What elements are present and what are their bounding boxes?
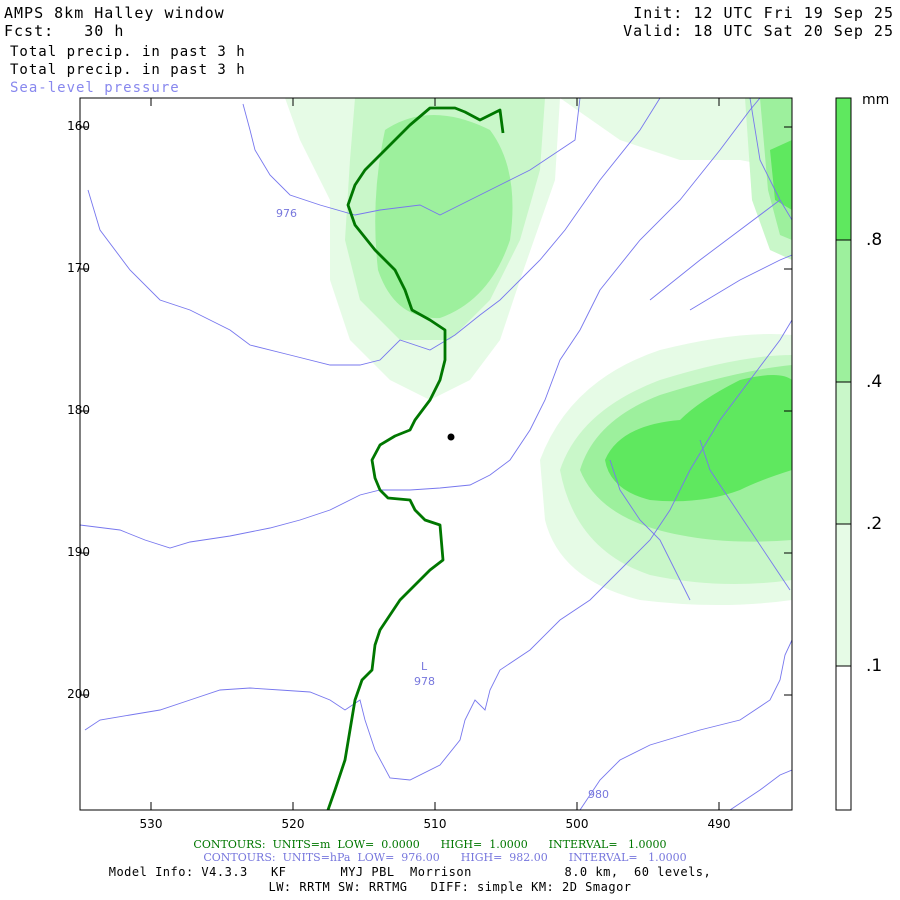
isobar-line <box>84 319 792 781</box>
coastline-line <box>326 106 505 810</box>
isobars <box>80 98 792 810</box>
station-marker <box>447 433 455 441</box>
y-axis-ticks <box>80 98 792 810</box>
colorbar-swatch-2 <box>835 381 852 525</box>
coastline <box>326 106 505 810</box>
colorbar-unit: mm <box>862 92 890 108</box>
x-tick-label: 500 <box>565 817 589 831</box>
y-tick-label: 180 <box>67 403 90 417</box>
isobar-line <box>609 459 691 601</box>
colorbar-label: .2 <box>866 514 883 534</box>
init-time: Init: 12 UTC Fri 19 Sep 25 <box>633 4 894 22</box>
y-tick-label: 190 <box>67 545 90 559</box>
isobar-line <box>699 439 791 591</box>
isobar-line <box>749 98 792 221</box>
colorbar-label: .4 <box>866 372 883 392</box>
model-info: Model Info: V4.3.3 KF MYJ PBL Morrison 8… <box>108 865 712 879</box>
plot-frame <box>79 97 793 811</box>
field-label-3: Sea-level pressure <box>10 80 180 96</box>
isobar-label-976: 976 <box>276 207 297 220</box>
y-tick-label: 170 <box>67 261 90 275</box>
colorbar <box>835 97 852 811</box>
y-tick-label: 160 <box>67 119 90 133</box>
field-label-1: Total precip. in past 3 h <box>10 44 246 60</box>
physics-info: LW: RRTM SW: RRTMG DIFF: simple KM: 2D S… <box>268 880 632 894</box>
isobar-line <box>649 199 781 301</box>
isobar-line <box>729 769 792 810</box>
isobar-label-980: 980 <box>588 788 609 801</box>
colorbar-swatch-0 <box>835 665 852 811</box>
valid-time: Valid: 18 UTC Sat 20 Sep 25 <box>623 22 894 40</box>
field-label-2: Total precip. in past 3 h <box>10 62 246 78</box>
isobar-line <box>80 98 761 549</box>
colorbar-swatch-4 <box>835 97 852 241</box>
x-tick-label: 520 <box>281 817 305 831</box>
x-tick-label: 510 <box>423 817 447 831</box>
precip-area-east-darkest <box>605 375 792 502</box>
precip-area-ne-darkest <box>770 140 792 210</box>
contours-info-height: CONTOURS: UNITS=m LOW= 0.0000 HIGH= 1.00… <box>193 838 667 851</box>
forecast-hour: Fcst: 30 h <box>4 22 125 40</box>
isobar-line <box>689 254 792 311</box>
low-pressure-value: 978 <box>414 675 435 688</box>
isobar-line <box>579 639 792 810</box>
y-tick-label: 200 <box>67 687 90 701</box>
low-pressure-marker: L <box>421 660 428 673</box>
precip-shading <box>285 98 792 605</box>
x-tick-label: 490 <box>707 817 731 831</box>
colorbar-label: .1 <box>866 656 883 676</box>
colorbar-swatch-1 <box>835 523 852 667</box>
isobar-line <box>87 98 661 366</box>
isobar-line <box>242 98 581 216</box>
precip-area-north-dark <box>375 115 513 319</box>
contours-info-pressure: CONTOURS: UNITS=hPa LOW= 976.00 HIGH= 98… <box>203 851 687 864</box>
map-title: AMPS 8km Halley window <box>4 4 225 22</box>
x-tick-label: 530 <box>139 817 163 831</box>
colorbar-swatch-3 <box>835 239 852 383</box>
colorbar-label: .8 <box>866 230 883 250</box>
precip-area-ne-light <box>560 98 792 170</box>
